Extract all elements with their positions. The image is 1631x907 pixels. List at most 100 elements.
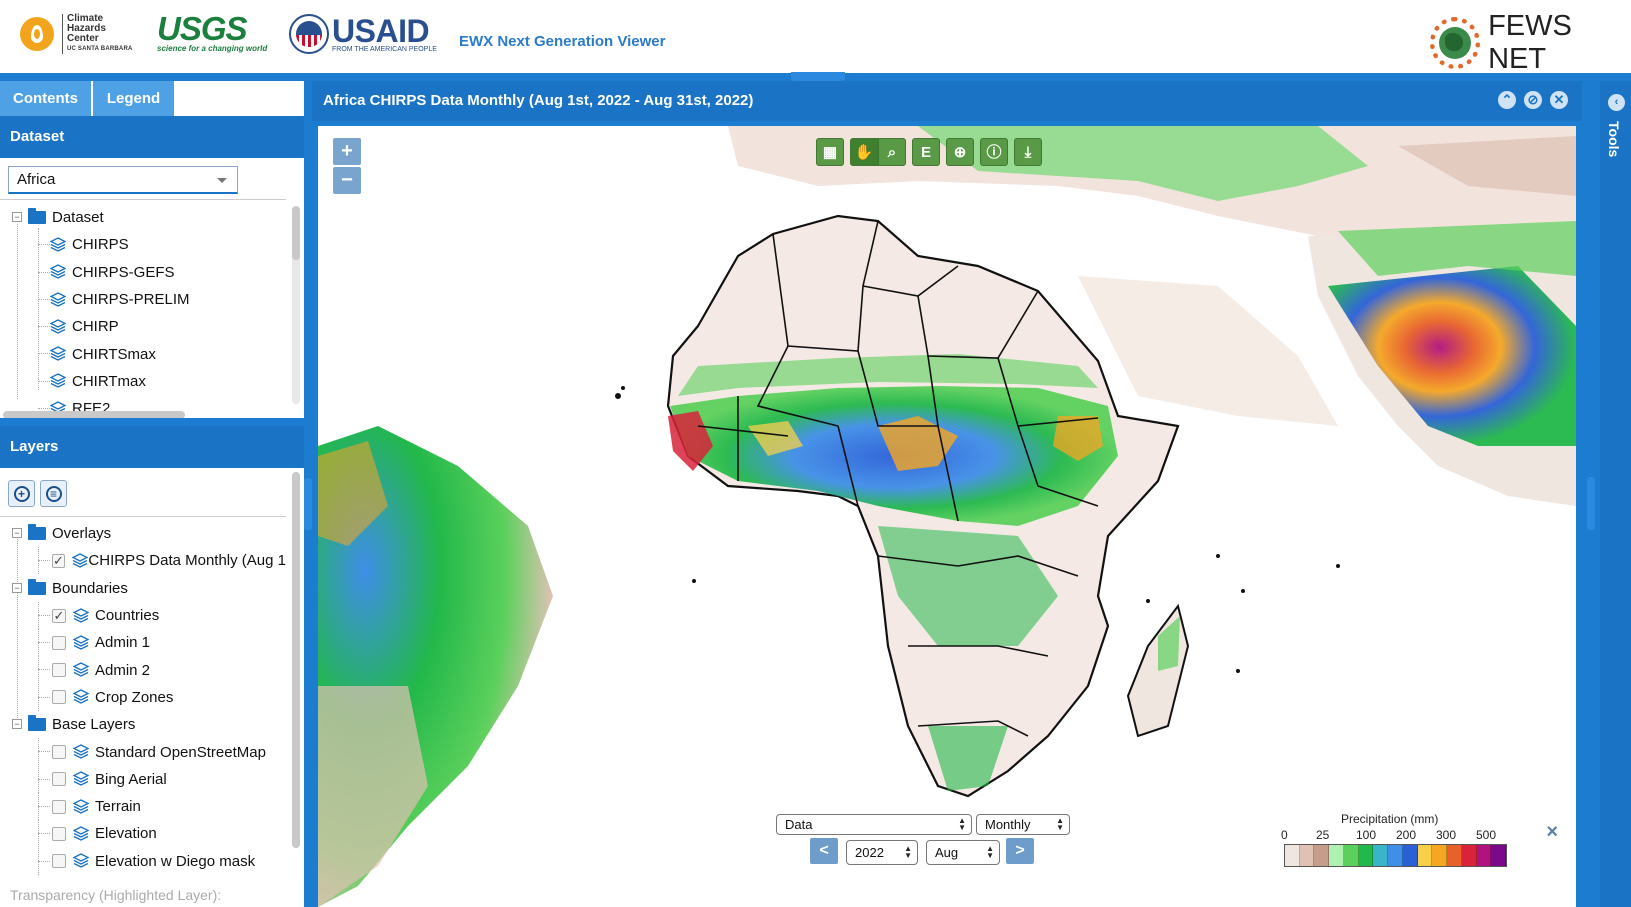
tools-label: Tools [1606, 121, 1622, 158]
dataset-item-label: CHIRP [72, 318, 119, 336]
layer-item-label: Standard OpenStreetMap [95, 743, 266, 761]
collapse-icon[interactable]: − [12, 212, 22, 222]
layer-item[interactable]: Crop Zones [0, 683, 286, 711]
legend-swatch [1417, 845, 1433, 866]
layers-scrollbar[interactable] [292, 472, 300, 848]
layer-item[interactable]: ✓ Countries [0, 601, 286, 629]
calendar-icon[interactable]: ▦ [816, 138, 844, 166]
layer-item-label: Elevation [95, 825, 157, 843]
prev-period-button[interactable]: < [810, 838, 838, 864]
tab-contents[interactable]: Contents [0, 81, 92, 116]
zoom-in-button[interactable]: + [333, 138, 361, 165]
layers-heading: Layers [0, 426, 304, 468]
download-icon[interactable]: ⤓ [1014, 138, 1042, 166]
layer-tools: + ≡ [8, 480, 67, 507]
chc-logo[interactable]: Climate Hazards Center UC SANTA BARBARA [20, 14, 133, 54]
info-icon[interactable]: ⓘ [980, 138, 1008, 166]
month-select[interactable]: Aug ▲ ▼ [926, 840, 1000, 865]
panel-tabs: Contents Legend [0, 81, 304, 116]
layer-group-boundaries[interactable]: − Boundaries [0, 575, 286, 602]
layer-checkbox[interactable] [52, 772, 66, 787]
dataset-item[interactable]: CHIRPS-GEFS [0, 259, 286, 286]
layer-item-label: Admin 2 [95, 661, 151, 679]
layer-checkbox[interactable] [52, 854, 66, 869]
layer-checkbox[interactable] [52, 799, 66, 814]
collapse-up-icon[interactable]: ⌃ [1498, 91, 1516, 109]
layer-checkbox[interactable] [52, 663, 66, 678]
usgs-tagline: science for a changing world [157, 44, 268, 53]
legend-swatch [1358, 845, 1374, 866]
legend-tick: 300 [1436, 828, 1457, 842]
layers-panel: + ≡ − Overlays ✓ CHIRPS Data Monthly (Aug 1… [0, 468, 304, 907]
chevron-left-icon[interactable]: ‹ [1608, 94, 1625, 111]
tree-folder-dataset[interactable]: − Dataset [0, 204, 286, 231]
layer-group-label: Overlays [52, 525, 112, 543]
zoom-select-icon[interactable]: ⌕ [878, 138, 906, 166]
layer-checkbox[interactable] [52, 635, 66, 650]
layers-icon [50, 291, 66, 308]
app-title[interactable]: EWX Next Generation Viewer [459, 33, 666, 50]
chc-line3: Center [67, 33, 99, 44]
legend-tick: 0 [1281, 828, 1288, 842]
collapse-icon[interactable]: − [12, 719, 22, 730]
usaid-name: USAID [332, 12, 430, 49]
add-wms-button[interactable]: ≡ [40, 480, 67, 507]
hand-icon[interactable]: ✋ [850, 138, 878, 166]
tools-sidebar[interactable]: ‹ Tools [1600, 81, 1631, 907]
layer-checkbox[interactable] [52, 826, 66, 841]
magnifier-icon[interactable]: ⊕ [946, 138, 974, 166]
dataset-item[interactable]: CHIRTSmax [0, 340, 286, 367]
e-tool-button[interactable]: E [912, 138, 940, 166]
layer-item[interactable]: Elevation [0, 820, 286, 848]
layer-group-overlays[interactable]: − Overlays [0, 520, 286, 547]
dataset-hscroll[interactable] [3, 411, 185, 418]
updown-icon: ▲ ▼ [1056, 816, 1064, 832]
layer-checkbox[interactable] [52, 690, 66, 705]
precipitation-map[interactable] [318, 126, 1576, 907]
dataset-item[interactable]: CHIRTmax [0, 368, 286, 395]
dataset-item[interactable]: CHIRP [0, 313, 286, 340]
period-select[interactable]: Monthly ▲ ▼ [976, 814, 1070, 835]
tab-legend[interactable]: Legend [93, 81, 174, 116]
legend-tick: 100 [1356, 828, 1377, 842]
restore-icon[interactable]: ⊘ [1524, 91, 1542, 109]
globe-add-icon: ≡ [45, 485, 62, 502]
next-period-button[interactable]: > [1006, 838, 1034, 864]
layer-item[interactable]: Standard OpenStreetMap [0, 738, 286, 766]
layer-checkbox[interactable]: ✓ [52, 552, 65, 568]
layers-icon [73, 607, 89, 624]
close-controls-icon[interactable]: × [1546, 821, 1558, 843]
dataset-item[interactable]: CHIRPS-PRELIM [0, 286, 286, 313]
dataset-scrollbar[interactable] [292, 206, 300, 404]
left-splitter[interactable] [304, 478, 312, 530]
layer-item-label: CHIRPS Data Monthly (Aug 1 [88, 552, 286, 570]
region-select[interactable]: Africa [8, 166, 238, 194]
layer-checkbox[interactable] [52, 745, 66, 760]
data-select-value: Data [785, 817, 813, 832]
layer-item[interactable]: Elevation w Diego mask [0, 847, 286, 875]
year-select[interactable]: 2022 ▲ ▼ [846, 840, 918, 865]
collapse-icon[interactable]: − [12, 582, 22, 593]
layer-item[interactable]: Terrain [0, 792, 286, 820]
layer-checkbox[interactable]: ✓ [52, 607, 66, 623]
layer-item[interactable]: Admin 2 [0, 656, 286, 684]
legend-swatch [1299, 845, 1315, 866]
add-layer-button[interactable]: + [8, 480, 35, 507]
dataset-item[interactable]: CHIRPS [0, 231, 286, 258]
fews-net-logo[interactable]: FEWS NET [1430, 10, 1631, 76]
usaid-logo[interactable]: USAID FROM THE AMERICAN PEOPLE [289, 14, 437, 54]
transparency-label: Transparency (Highlighted Layer): [10, 887, 222, 903]
collapse-icon[interactable]: − [12, 528, 22, 538]
legend-swatch [1432, 845, 1448, 866]
layer-item[interactable]: Bing Aerial [0, 765, 286, 793]
layer-group-base-layers[interactable]: − Base Layers [0, 711, 286, 738]
zoom-out-button[interactable]: − [333, 167, 361, 194]
layer-item[interactable]: Admin 1 [0, 629, 286, 657]
layer-item[interactable]: ✓ CHIRPS Data Monthly (Aug 1 [0, 547, 286, 575]
map-canvas[interactable]: + − ▦ ✋ ⌕ E ⊕ ⓘ ⤓ × Data ▲ ▼ Monthly ▲ ▼ < 2… [318, 126, 1576, 907]
data-select[interactable]: Data ▲ ▼ [776, 814, 972, 835]
right-splitter[interactable] [1587, 477, 1595, 530]
close-icon[interactable]: ✕ [1550, 91, 1568, 109]
header-collapse-handle[interactable] [791, 72, 845, 81]
usgs-logo[interactable]: USGS science for a changing world [157, 12, 268, 53]
